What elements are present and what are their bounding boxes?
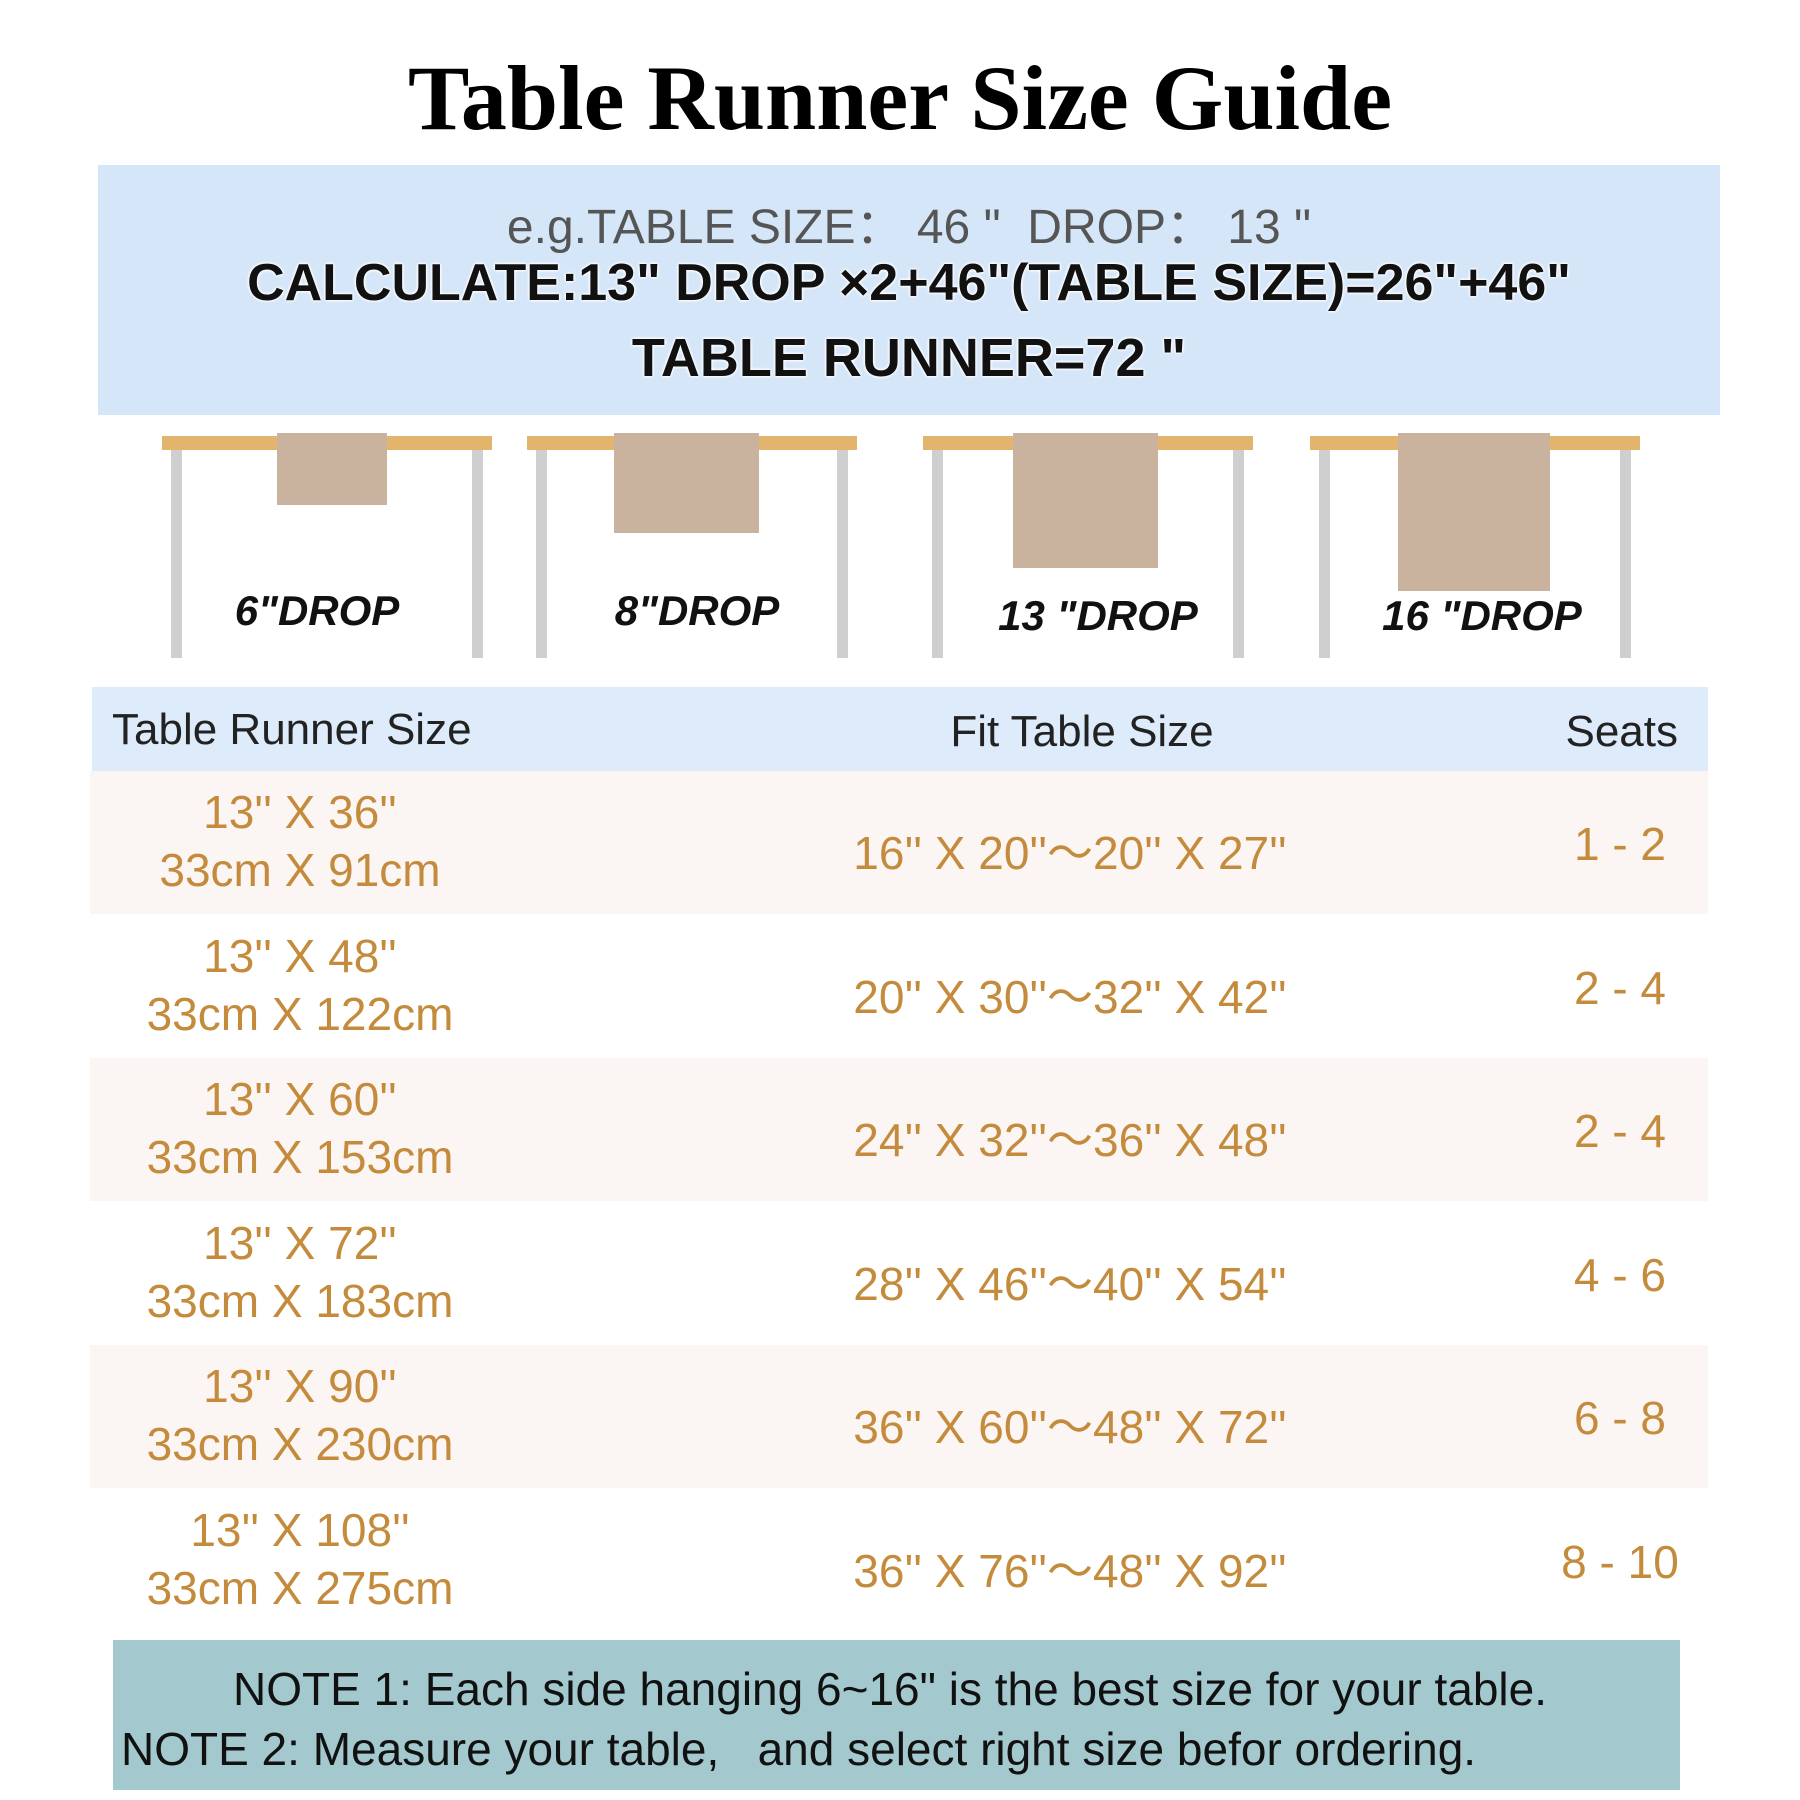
- runner-size-cm: 33cm X 91cm: [159, 844, 441, 896]
- seats: 1 - 2: [1573, 818, 1667, 870]
- note: NOTE 2: Measure your table, and select r…: [121, 1723, 1477, 1775]
- fit-table-size: 24'' X 32''～36'' X 48'': [853, 1114, 1287, 1166]
- example-formula: CALCULATE:13" DROP ×2+46"(TABLE SIZE)=26…: [247, 254, 1571, 312]
- example-line: e.g.TABLE SIZE： 46 " DROP： 13 ": [506, 201, 1312, 254]
- title: Table Runner Size Guide: [407, 47, 1393, 149]
- seats: 8 - 10: [1561, 1535, 1679, 1588]
- drop-label: 6"DROP: [235, 587, 401, 634]
- header-cell: Seats: [1565, 707, 1678, 756]
- runner-size-inch: 13'' X 72'': [203, 1216, 397, 1269]
- fit-table-size: 28'' X 46''～40'' X 54'': [853, 1257, 1287, 1310]
- drop-table: 8"DROP: [527, 433, 857, 658]
- seats: 2 - 4: [1573, 1105, 1667, 1157]
- table-header: Table Runner Size Fit Table Size Seats: [92, 687, 1708, 771]
- table-row: 13'' X 60'' 33cm X 153cm 24'' X 32''～36'' …: [90, 1058, 1708, 1201]
- table-row: 13'' X 48'' 33cm X 122cm 20'' X 30''～32'' …: [90, 914, 1708, 1058]
- table-row: 13'' X 108'' 33cm X 275cm 36'' X 76''～48''…: [90, 1488, 1708, 1632]
- runner-size-inch: 13'' X 90'': [203, 1360, 397, 1412]
- runner-size-inch: 13'' X 48'': [203, 929, 397, 982]
- header-cell: Table Runner Size: [112, 705, 472, 754]
- table-row: 13'' X 36'' 33cm X 91cm 16'' X 20''～20'' X…: [90, 771, 1708, 914]
- drop-label: 16 "DROP: [1382, 592, 1583, 639]
- fit-table-size: 36'' X 60''～48'' X 72'': [853, 1401, 1287, 1453]
- runner-size-inch: 13'' X 36'': [203, 786, 397, 838]
- runner-size-cm: 33cm X 153cm: [146, 1131, 454, 1183]
- note-box: NOTE 1: Each side hanging 6~16" is the b…: [113, 1640, 1680, 1790]
- example-box: e.g.TABLE SIZE： 46 " DROP： 13 " CALCULAT…: [98, 165, 1720, 415]
- runner-size-cm: 33cm X 230cm: [146, 1418, 454, 1470]
- seats: 6 - 8: [1573, 1392, 1667, 1444]
- drop-table: 13 "DROP: [923, 433, 1253, 658]
- runner-size-cm: 33cm X 183cm: [146, 1274, 454, 1327]
- drop-label: 8"DROP: [615, 587, 781, 634]
- seats: 4 - 6: [1573, 1248, 1667, 1301]
- seats: 2 - 4: [1573, 961, 1667, 1014]
- runner-size-inch: 13'' X 60'': [203, 1073, 397, 1125]
- note: NOTE 1: Each side hanging 6~16" is the b…: [233, 1663, 1548, 1715]
- runner-size-cm: 33cm X 275cm: [146, 1561, 454, 1614]
- example-result: TABLE RUNNER=72 ": [631, 328, 1187, 388]
- fit-table-size: 16'' X 20''～20'' X 27'': [853, 827, 1287, 879]
- drop-illustrations: 6"DROP 8"DROP 13 "DROP 16 "DROP: [162, 433, 1640, 658]
- runner-size-cm: 33cm X 122cm: [146, 987, 454, 1040]
- table-row: 13'' X 72'' 33cm X 183cm 28'' X 46''～40'' …: [90, 1201, 1708, 1345]
- table-row: 13'' X 90'' 33cm X 230cm 36'' X 60''～48'' …: [90, 1345, 1708, 1488]
- fit-table-size: 20'' X 30''～32'' X 42'': [853, 970, 1287, 1023]
- runner-size-inch: 13'' X 108'': [190, 1503, 410, 1556]
- drop-label: 13 "DROP: [998, 592, 1199, 639]
- header-cell: Fit Table Size: [950, 707, 1214, 756]
- drop-table: 16 "DROP: [1310, 433, 1640, 658]
- fit-table-size: 36'' X 76''～48'' X 92'': [853, 1544, 1287, 1597]
- drop-table: 6"DROP: [162, 433, 492, 658]
